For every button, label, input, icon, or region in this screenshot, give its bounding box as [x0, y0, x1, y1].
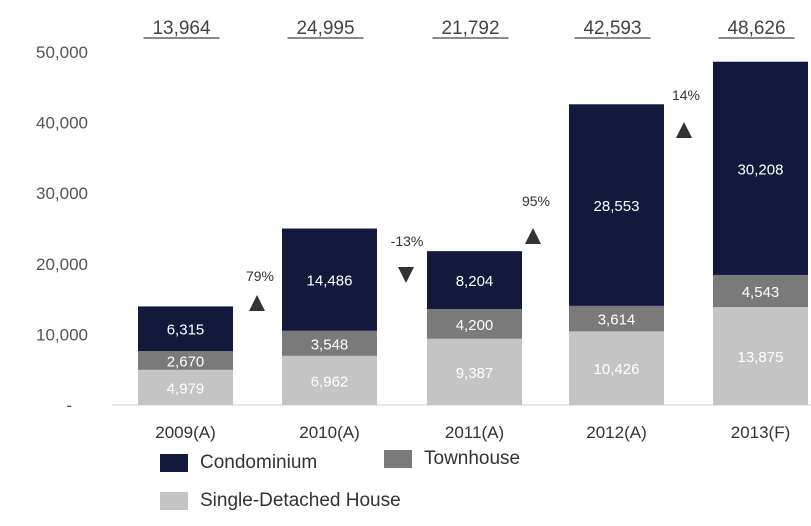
- legend-label: Townhouse: [424, 448, 520, 469]
- total-label: 21,792: [441, 18, 499, 39]
- bar-segment-townhouse: [713, 274, 808, 308]
- bar-segment-single-detached-house: [427, 338, 522, 405]
- bar-segment-townhouse: [138, 350, 233, 370]
- triangle-down-icon: [398, 267, 414, 283]
- x-tick-label: 2009(A): [155, 423, 215, 442]
- bar-segment-single-detached-house: [282, 355, 377, 405]
- legend-swatch: [160, 454, 188, 472]
- y-tick-label: 10,000: [36, 325, 88, 344]
- bar-segment-single-detached-house: [713, 307, 808, 405]
- bar-segment-condominium: [282, 228, 377, 331]
- bar-value-label: 10,426: [594, 361, 640, 378]
- bar-segment-condominium: [569, 104, 664, 306]
- bar-value-label: 3,614: [598, 312, 636, 329]
- bar-segment-condominium: [427, 251, 522, 310]
- y-tick-label: -: [66, 396, 72, 415]
- bar-segment-townhouse: [569, 305, 664, 332]
- bar-segment-townhouse: [427, 309, 522, 339]
- x-tick-label: 2013(F): [731, 423, 791, 442]
- triangle-up-icon: [676, 122, 692, 138]
- triangle-up-icon: [525, 228, 541, 244]
- legend-label: Single-Detached House: [200, 490, 401, 511]
- y-tick-label: 20,000: [36, 255, 88, 274]
- bar-value-label: 9,387: [456, 365, 494, 382]
- triangle-up-icon: [249, 295, 265, 311]
- bar-value-label: 13,875: [738, 349, 784, 366]
- x-tick-label: 2011(A): [445, 423, 504, 442]
- legend-swatch: [384, 450, 412, 468]
- y-tick-label: 40,000: [36, 114, 88, 133]
- growth-label: 95%: [522, 193, 550, 209]
- total-label: 42,593: [583, 18, 641, 39]
- bar-value-label: 6,315: [167, 322, 205, 339]
- bar-segment-condominium: [138, 306, 233, 351]
- bar-value-label: 14,486: [307, 273, 353, 290]
- y-tick-label: 30,000: [36, 184, 88, 203]
- bar-value-label: 2,670: [167, 353, 205, 370]
- growth-label: 14%: [672, 87, 700, 103]
- x-tick-label: 2010(A): [299, 423, 359, 442]
- bar-value-label: 30,208: [738, 161, 784, 178]
- total-label: 13,964: [152, 18, 211, 39]
- growth-label: 79%: [246, 268, 274, 284]
- bar-value-label: 28,553: [594, 198, 640, 215]
- bar-segment-condominium: [713, 61, 808, 275]
- legend-label: Condominium: [200, 452, 317, 473]
- legend-swatch: [160, 492, 188, 510]
- total-label: 48,626: [727, 18, 785, 39]
- bar-segment-single-detached-house: [569, 331, 664, 405]
- total-label: 24,995: [296, 18, 354, 39]
- bar-value-label: 3,548: [311, 336, 349, 353]
- x-tick-label: 2012(A): [586, 423, 646, 442]
- bar-value-label: 4,200: [456, 317, 494, 334]
- bar-value-label: 4,979: [167, 380, 205, 397]
- bar-value-label: 4,543: [742, 284, 780, 301]
- y-tick-label: 50,000: [36, 43, 88, 62]
- bar-value-label: 6,962: [311, 373, 349, 390]
- bar-segment-townhouse: [282, 330, 377, 356]
- bar-segment-single-detached-house: [138, 369, 233, 405]
- bar-value-label: 8,204: [456, 273, 494, 290]
- growth-label: -13%: [391, 233, 424, 249]
